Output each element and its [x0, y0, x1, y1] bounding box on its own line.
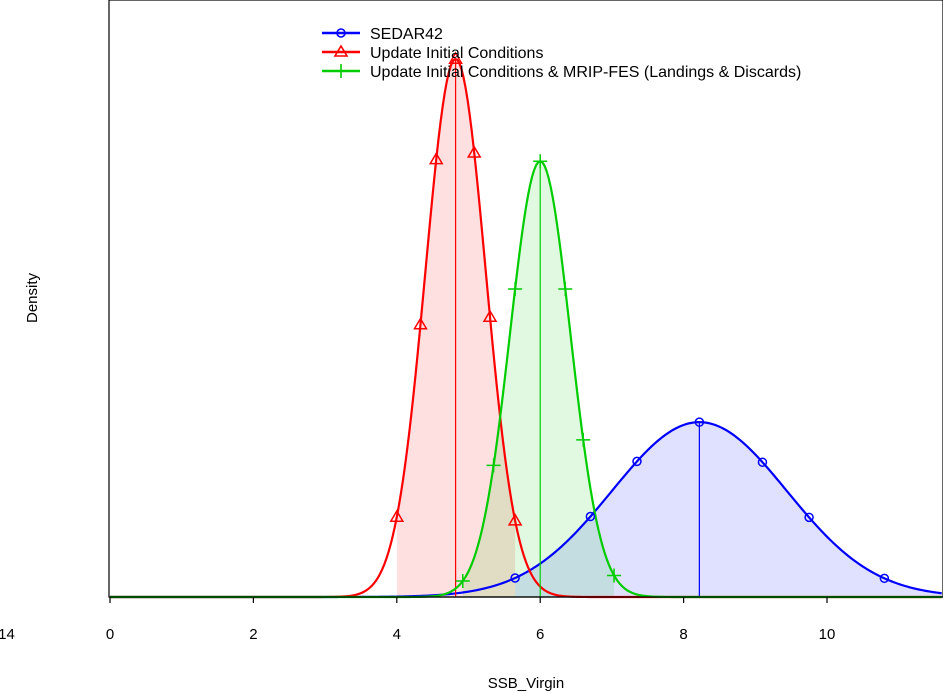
- density-markers: [389, 51, 890, 589]
- legend-marker: [333, 44, 349, 57]
- legend-entry-update-mrip: Update Initial Conditions & MRIP-FES (La…: [322, 64, 801, 81]
- sedar42-marker: [757, 457, 768, 467]
- sedar42-marker: [510, 573, 520, 583]
- legend-marker: [334, 64, 348, 78]
- update-mrip-marker: [455, 574, 470, 589]
- x-tick-label: 0: [106, 626, 114, 643]
- update-initial-marker: [507, 513, 523, 526]
- clipped-tick-label: -14: [0, 626, 15, 643]
- x-tick-label: 6: [536, 626, 544, 643]
- update-initial-marker: [389, 509, 405, 522]
- update-mrip-marker: [576, 432, 591, 447]
- legend-label: Update Initial Conditions & MRIP-FES (La…: [370, 64, 801, 81]
- sedar42-marker: [694, 417, 705, 427]
- update-initial-marker: [466, 145, 482, 158]
- update-mrip-interval-area: [462, 161, 615, 598]
- x-tick-label: 4: [393, 626, 401, 643]
- x-tick-label: 10: [819, 626, 836, 643]
- update-mrip-marker: [508, 282, 523, 297]
- legend-entry-sedar42: SEDAR42: [322, 26, 443, 43]
- update-mrip-marker: [607, 568, 622, 583]
- legend-label: Update Initial Conditions: [370, 45, 543, 62]
- y-axis-label: Density: [24, 272, 41, 323]
- update-initial-marker: [428, 151, 444, 165]
- update-mrip-marker: [558, 282, 573, 297]
- x-tick-label: 2: [249, 626, 257, 643]
- legend-label: SEDAR42: [370, 26, 443, 43]
- legend: SEDAR42 Update Initial Conditions Update I…: [322, 26, 801, 81]
- sedar42-marker: [804, 512, 814, 523]
- sedar42-marker: [632, 456, 642, 467]
- sedar42-interval-area: [515, 422, 942, 597]
- update-mrip-marker: [486, 458, 501, 473]
- update-mrip-marker: [533, 154, 548, 169]
- update-initial-marker: [413, 317, 428, 330]
- x-axis-ticks: 0 2 4 6 8 10: [106, 597, 836, 643]
- density-areas: [396, 59, 942, 598]
- legend-entry-update-initial: Update Initial Conditions: [322, 44, 543, 62]
- update-initial-marker: [448, 51, 463, 64]
- legend-marker: [336, 28, 346, 38]
- sedar42-marker: [585, 511, 596, 522]
- x-tick-label: 8: [679, 626, 687, 643]
- sedar42-marker: [879, 573, 890, 584]
- update-initial-marker: [482, 309, 498, 322]
- x-axis-label: SSB_Virgin: [488, 675, 564, 692]
